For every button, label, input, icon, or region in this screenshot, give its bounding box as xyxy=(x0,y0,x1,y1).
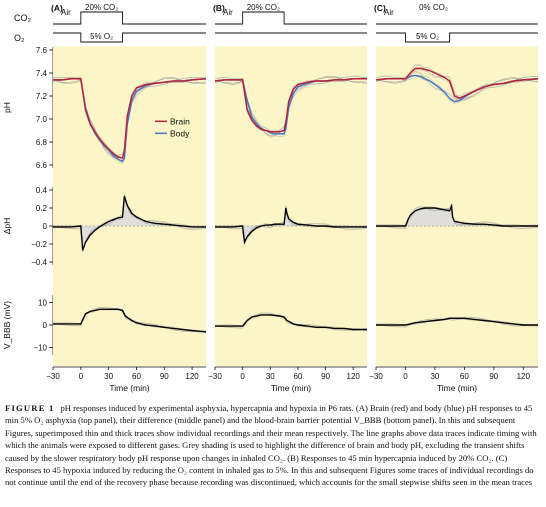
y-tick-label: 6.6 xyxy=(36,161,48,170)
co2-row-label: CO₂ xyxy=(14,13,32,23)
panel-letter: (B) xyxy=(213,3,225,13)
dph-mean-line xyxy=(376,203,538,227)
vbbb-individual-trace xyxy=(214,312,368,331)
panel-background xyxy=(53,46,206,366)
panel-A: (A)Air 20% CO₂ 5% O₂ −30 0 30 60 90 120 Time (min… xyxy=(46,3,207,393)
x-tick-label: 120 xyxy=(517,372,531,381)
vbbb-mean-line xyxy=(53,308,207,333)
ph-brain-mean-line xyxy=(214,78,367,133)
x-tick-label: 90 xyxy=(160,372,169,381)
x-tick-label: 60 xyxy=(293,372,302,381)
vbbb-individual-trace xyxy=(375,317,539,328)
co2-condition-label: 0% CO₂ xyxy=(419,3,448,12)
co2-timing-line xyxy=(215,11,367,25)
x-tick-label: 60 xyxy=(132,372,141,381)
y-tick-label: 0.4 xyxy=(36,186,48,195)
o2-condition-label: 5% O₂ xyxy=(416,32,439,41)
ylabel-ph: pH xyxy=(2,102,12,113)
x-tick-label: 60 xyxy=(460,372,469,381)
x-tick-label: −30 xyxy=(46,372,60,381)
x-tick-label: 120 xyxy=(347,372,361,381)
y-tick-label: −10 xyxy=(33,344,47,353)
panel-B: (B)Air 20% CO₂ −30 0 30 60 90 120 Time (min) xyxy=(208,3,368,393)
y-tick-label: −0.4 xyxy=(31,258,47,267)
figure-label: FIGURE 1 xyxy=(5,403,55,413)
x-tick-label: 120 xyxy=(185,372,199,381)
o2-condition-label: 5% O₂ xyxy=(90,32,113,41)
y-tick-label: 7.4 xyxy=(36,69,48,78)
o2-row-label: O₂ xyxy=(14,33,25,43)
chart-svg: CO₂ O₂ pH ΔpH V_BBB (mV) 6.6 6.8 7.0 7.2 7.4 7.6 −0… xyxy=(2,3,539,393)
panel-C: (C)Air 0% CO₂ 5% O₂ −30 0 30 60 90 120 Time (min) xyxy=(369,3,539,393)
co2-condition-label: 20% CO₂ xyxy=(247,3,280,12)
y-tick-label: 7.6 xyxy=(36,46,48,55)
air-label: Air xyxy=(61,8,71,17)
ylabel-dph: ΔpH xyxy=(2,218,12,235)
y-tick-label: 7.2 xyxy=(36,92,48,101)
x-axis-label: Time (min) xyxy=(109,383,149,393)
panel-letter: (A) xyxy=(51,3,63,13)
dph-shading xyxy=(215,208,367,243)
vbbb-mean-line xyxy=(376,317,538,326)
x-axis-label: Time (min) xyxy=(437,383,477,393)
dph-mean-line xyxy=(215,207,367,245)
legend-body-label: Body xyxy=(170,128,190,138)
legend-brain-label: Brain xyxy=(170,116,190,126)
x-tick-label: −30 xyxy=(369,372,383,381)
vbbb-mean-line xyxy=(215,314,367,331)
o2-timing-line xyxy=(53,32,206,43)
y-tick-label: 6.8 xyxy=(36,138,48,147)
y-tick-label: 0 xyxy=(43,222,48,231)
y-tick-label: 0.2 xyxy=(36,204,48,213)
y-tick-label: 7.0 xyxy=(36,115,48,124)
panel-letter: (C) xyxy=(374,3,386,13)
x-tick-label: 90 xyxy=(489,372,498,381)
dph-mean-line xyxy=(53,196,206,251)
x-tick-label: 0 xyxy=(403,372,408,381)
figure-caption-text: pH responses induced by experimental asp… xyxy=(5,403,537,488)
figure-panels: CO₂ O₂ pH ΔpH V_BBB (mV) 6.6 6.8 7.0 7.2 7.4 7.6 −0… xyxy=(2,3,539,393)
y-tick-label: 0 xyxy=(43,321,48,330)
o2-timing-line xyxy=(376,32,538,43)
air-label: Air xyxy=(384,8,394,17)
panel-background xyxy=(376,46,538,366)
co2-timing-line xyxy=(53,11,206,25)
ph-brain-mean-line xyxy=(375,67,539,100)
x-tick-label: 0 xyxy=(79,372,84,381)
y-tick-label: −0.2 xyxy=(31,240,47,249)
air-label: Air xyxy=(223,8,233,17)
x-axis-label: Time (min) xyxy=(271,383,311,393)
figure-caption: FIGURE 1 pH responses induced by experime… xyxy=(5,402,538,489)
ph-brain-mean-line xyxy=(53,78,207,160)
x-tick-label: 90 xyxy=(321,372,330,381)
ylabel-vbbb: V_BBB (mV) xyxy=(2,301,12,349)
co2-condition-label: 20% CO₂ xyxy=(85,3,118,12)
x-tick-label: 30 xyxy=(430,372,439,381)
x-tick-label: 30 xyxy=(104,372,113,381)
x-tick-label: 0 xyxy=(240,372,245,381)
dph-shading xyxy=(53,196,206,251)
x-tick-label: −30 xyxy=(208,372,222,381)
y-tick-label: 10 xyxy=(38,299,47,308)
x-tick-label: 30 xyxy=(266,372,275,381)
